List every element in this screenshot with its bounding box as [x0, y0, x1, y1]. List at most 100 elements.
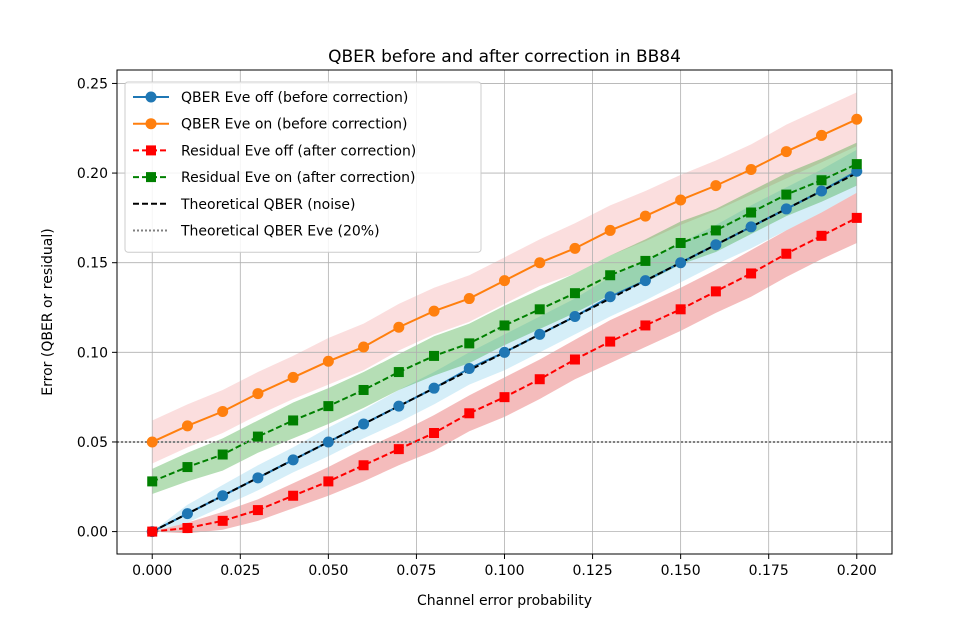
y-axis-label: Error (QBER or residual) [40, 228, 56, 395]
series-3-point [534, 304, 545, 315]
legend: QBER Eve off (before correction) QBER Eve… [124, 81, 482, 253]
x-axis-label: Channel error probability [417, 593, 592, 609]
series-1-point [816, 129, 828, 141]
series-2-point [710, 286, 721, 297]
series-0-point [463, 362, 475, 374]
series-2-point [851, 212, 862, 223]
legend-swatch-marker [146, 172, 156, 183]
series-0-point [287, 454, 299, 466]
series-3-point [640, 255, 651, 266]
series-0-point [569, 310, 581, 322]
series-3-point [851, 159, 862, 170]
series-0-point [534, 328, 546, 340]
series-0-point [816, 185, 828, 197]
series-0-point [745, 221, 757, 233]
series-3-point [323, 401, 334, 412]
series-markers [146, 113, 863, 538]
y-tick-label: 0.25 [77, 76, 108, 92]
series-1-point [181, 420, 193, 432]
legend-entry: QBER Eve off (before correction) [181, 90, 408, 106]
legend-swatch-marker [145, 118, 157, 130]
series-1-point [463, 293, 475, 305]
series-1-point [710, 180, 722, 192]
series-3-point [358, 384, 369, 395]
series-3-point [781, 189, 792, 200]
series-3-point [147, 476, 158, 487]
y-axis-ticks: 0.00 0.05 0.10 0.15 0.20 0.25 [77, 76, 117, 541]
series-0-point [780, 203, 792, 215]
series-1-point [604, 224, 616, 236]
series-0-point [710, 239, 722, 251]
y-tick-label: 0.15 [77, 256, 108, 272]
series-3-point [252, 431, 263, 442]
series-2-point [429, 428, 440, 438]
x-tick-label: 0.050 [308, 563, 348, 579]
chart-title: QBER before and after correction in BB84 [328, 47, 681, 67]
series-3-point [182, 462, 193, 473]
legend-swatch-marker [145, 91, 157, 103]
series-2-point [147, 526, 158, 537]
series-0-point [252, 472, 264, 484]
series-0-point [639, 275, 651, 287]
y-tick-label: 0.00 [77, 525, 108, 541]
series-3-point [675, 237, 686, 248]
x-tick-label: 0.200 [837, 563, 877, 579]
series-0-point [358, 418, 370, 430]
series-1-point [499, 275, 510, 287]
series-1-point [358, 341, 370, 353]
series-0-point [604, 291, 616, 303]
series-1-point [569, 242, 581, 254]
series-2-point [675, 304, 686, 315]
series-0-point [393, 400, 405, 412]
x-tick-label: 0.125 [573, 563, 613, 579]
x-tick-label: 0.075 [396, 563, 436, 579]
legend-entry: Theoretical QBER Eve (20%) [180, 224, 380, 240]
series-0-point [675, 257, 687, 269]
series-1-point [322, 355, 334, 367]
series-1-point [780, 146, 792, 158]
legend-box [124, 81, 482, 253]
legend-swatch-marker [146, 145, 156, 156]
series-1-point [287, 371, 299, 383]
series-3-point [464, 338, 475, 349]
y-tick-label: 0.10 [77, 345, 108, 361]
series-2-point [640, 320, 651, 331]
series-0-point [217, 490, 229, 502]
series-0-point [322, 436, 334, 448]
series-0-point [499, 346, 510, 358]
series-2-point [182, 523, 193, 534]
x-tick-label: 0.000 [132, 563, 172, 579]
legend-entry: QBER Eve on (before correction) [181, 117, 408, 133]
series-2-point [499, 392, 510, 403]
series-1-point [675, 194, 687, 206]
legend-entry: Theoretical QBER (noise) [180, 197, 355, 213]
series-2-point [569, 354, 580, 365]
series-1-point [252, 388, 264, 400]
series-1-point [217, 405, 229, 417]
x-tick-label: 0.150 [661, 563, 701, 579]
series-3-point [605, 270, 616, 281]
legend-entry: Residual Eve on (after correction) [181, 170, 416, 186]
series-1-point [745, 163, 757, 175]
legend-entry: Residual Eve off (after correction) [181, 143, 416, 159]
series-3-point [816, 175, 827, 186]
x-tick-label: 0.100 [484, 563, 524, 579]
series-3-point [746, 207, 757, 218]
series-2-point [816, 230, 827, 241]
x-tick-label: 0.175 [749, 563, 789, 579]
series-2-point [323, 476, 334, 487]
series-1-point [639, 210, 651, 222]
y-tick-label: 0.20 [77, 166, 108, 182]
series-3-point [569, 288, 580, 299]
series-2-point [393, 444, 404, 455]
series-2-point [464, 408, 475, 419]
series-2-point [781, 248, 792, 259]
series-2-point [534, 374, 545, 385]
series-1-point [851, 113, 863, 125]
x-axis-ticks: 0.000 0.025 0.050 0.075 0.100 0.125 0.150 0.175… [132, 554, 877, 579]
series-3-point [710, 225, 721, 236]
series-3-point [499, 320, 510, 331]
series-1-point [146, 436, 158, 448]
series-2-point [288, 490, 299, 501]
